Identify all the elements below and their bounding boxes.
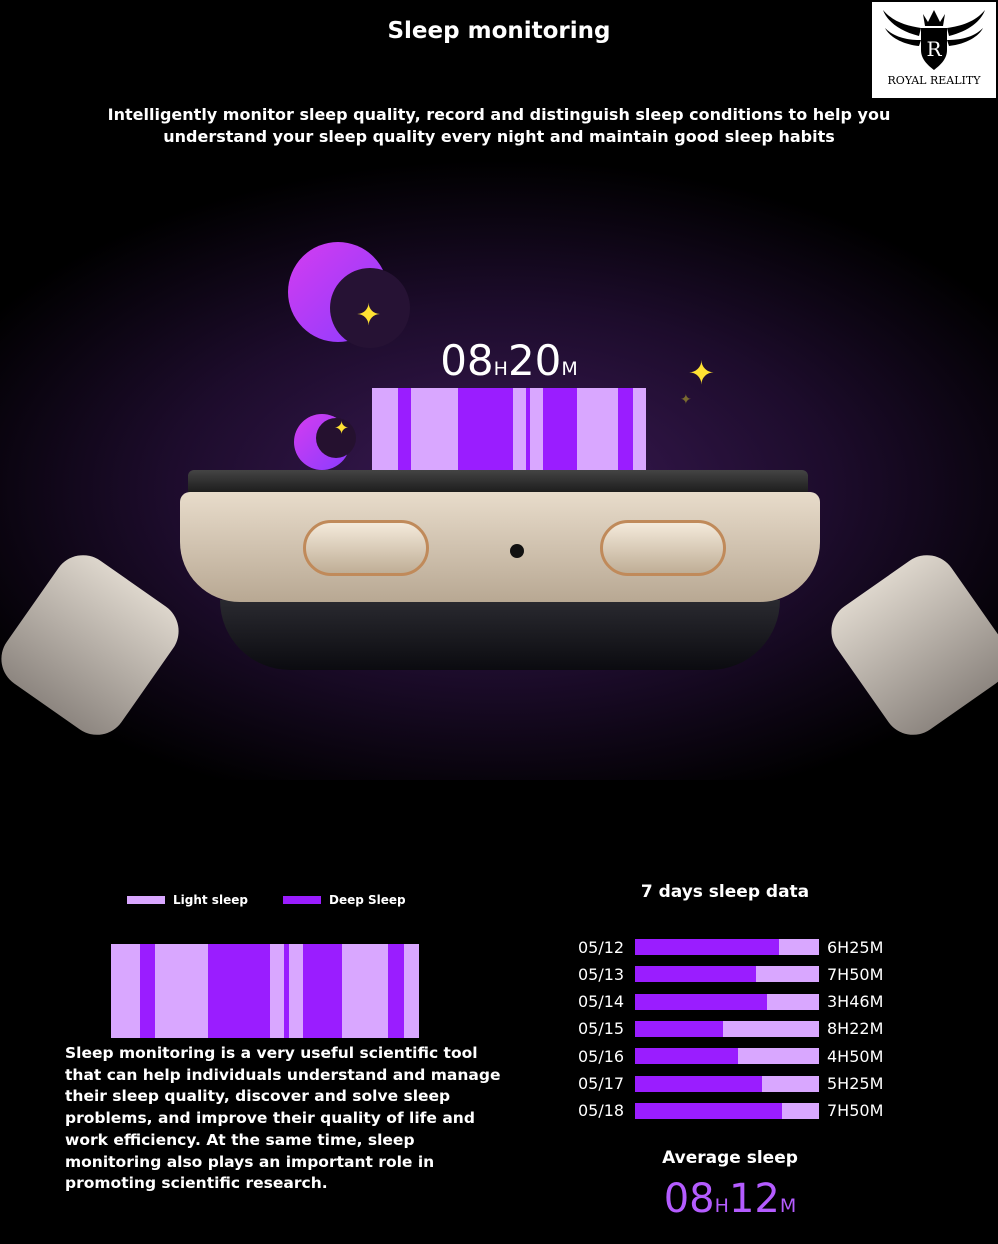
day-bar [635,1075,819,1092]
deep-sleep-segment [207,944,270,1038]
deep-sleep-bar [635,1020,724,1037]
sparkle-icon: ✦ [688,354,715,392]
sparkle-icon: ✦ [334,418,350,439]
light-sleep-segment [269,944,284,1038]
small-moon-cutout [316,418,356,458]
svg-text:R: R [926,37,942,61]
light-sleep-segment [577,388,619,470]
light-sleep-segment [154,944,208,1038]
day-bar [635,1020,819,1037]
deep-sleep-segment [387,944,404,1038]
sparkle-icon: ✦ [356,298,382,333]
sleep-day-row: 05/12 6H25M [578,937,883,957]
page-title: Sleep monitoring [387,18,611,44]
sleep-stripes-chart [111,944,419,1038]
duration-label: 4H50M [827,1046,884,1066]
sleep-day-row: 05/15 8H22M [578,1019,883,1039]
deep-sleep-bar [635,939,779,955]
deep-sleep-segment [458,388,514,470]
day-label: 05/13 [578,964,625,984]
day-bar [635,966,819,983]
day-label: 05/15 [578,1019,625,1039]
deep-sleep-bar [635,1048,739,1065]
light-sleep-segment [341,944,388,1038]
sleep-day-row: 05/14 3H46M [578,992,883,1012]
light-sleep-segment [372,388,398,470]
light-sleep-bar [761,1075,819,1092]
legend-light: Light sleep [127,893,248,907]
duration-label: 5H25M [827,1074,884,1093]
day-bar [635,1048,819,1065]
duration-label: 6H25M [827,937,884,957]
deep-sleep-bar [635,1102,783,1119]
average-sleep-label: Average sleep [662,1148,798,1168]
day-label: 05/16 [578,1046,625,1066]
deep-sleep-bar [635,993,768,1010]
light-sleep-segment [530,388,543,470]
light-sleep-bar [767,993,819,1010]
winged-crest-icon: R [883,10,985,70]
sleep-stripes-hero [372,388,646,470]
light-sleep-bar [782,1102,819,1119]
deep-sleep-segment [302,944,342,1038]
light-sleep-bar [756,966,819,983]
sleep-duration: 08H20M [440,336,578,385]
legend-deep: Deep Sleep [283,893,406,907]
light-sleep-bar [738,1048,819,1065]
light-sleep-segment [288,944,303,1038]
day-bar [635,939,819,955]
average-sleep-value: 08H12M [663,1176,797,1222]
sleep-day-row: 05/18 7H50M [578,1101,883,1121]
watch-button-left [303,520,429,576]
duration-label: 3H46M [827,992,884,1012]
day-label: 05/14 [578,992,625,1012]
light-sleep-bar [723,1020,819,1037]
sleep-day-row: 05/13 7H50M [578,964,883,984]
sparkle-icon: ✦ [680,392,692,408]
light-sleep-bar [778,939,819,955]
deep-sleep-segment [618,388,633,470]
duration-label: 7H50M [827,964,884,984]
deep-sleep-segment [283,944,289,1038]
light-sleep-segment [403,944,419,1038]
deep-sleep-segment [140,944,155,1038]
watch-bezel [188,470,808,494]
duration-label: 7H50M [827,1101,884,1121]
day-label: 05/12 [578,937,625,957]
deep-sleep-bar [635,1075,762,1092]
day-bar [635,1102,819,1119]
day-label: 05/18 [578,1101,625,1121]
moon-cutout [330,268,410,348]
deep-sleep-segment [525,388,531,470]
watch-button-right [600,520,726,576]
light-sleep-segment [411,388,459,470]
duration-label: 8H22M [827,1019,884,1039]
sleep-day-row: 05/16 4H50M [578,1046,883,1066]
chart-title: 7 days sleep data [640,882,810,902]
sleep-day-row: 05/17 5H25M [578,1074,883,1094]
light-sleep-segment [111,944,140,1038]
watch-underside [220,600,780,670]
deep-sleep-segment [542,388,578,470]
light-sleep-segment [513,388,526,470]
day-label: 05/17 [578,1074,625,1093]
day-bar [635,993,819,1010]
deep-sleep-segment [397,388,412,470]
royal-reality-logo: R ROYAL REALITY [870,0,998,100]
page-subtitle: Intelligently monitor sleep quality, rec… [107,105,891,146]
watch-microphone-hole [510,544,524,558]
deep-sleep-bar [635,966,757,983]
logo-text: ROYAL REALITY [887,74,981,87]
description-text: Sleep monitoring is a very useful scient… [65,1044,501,1193]
light-sleep-segment [632,388,646,470]
